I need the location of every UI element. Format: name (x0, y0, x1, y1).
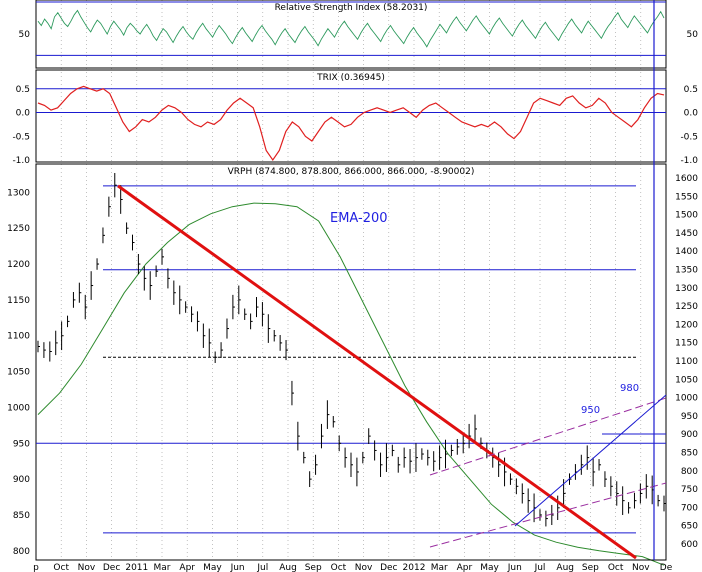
trendlines (117, 184, 667, 560)
rsi-frame (35, 0, 667, 69)
ema-200-label: EMA-200 (330, 211, 388, 226)
x-tick-label: Aug (556, 563, 574, 572)
x-tick-label: Aug (279, 563, 297, 572)
price-tick-left: 950 (13, 439, 30, 449)
price-tick-left: 1250 (7, 224, 30, 234)
price-title: VRPH (874.800, 878.800, 866.000, 866.000… (228, 167, 475, 177)
trix-series-line (37, 85, 665, 162)
price-tick-right: 600 (681, 540, 698, 550)
price-tick-right: 1500 (675, 211, 698, 221)
price-tick-left: 1150 (7, 296, 30, 306)
price-tick-right: 650 (681, 522, 698, 532)
trix-panel: TRIX (0.36945) -1.0 -1.0 -0.5 -0.5 0.0 0.0 0.5… (12, 69, 698, 166)
price-tick-right: 1300 (675, 284, 698, 294)
level-950-label: 950 (581, 405, 600, 416)
x-tick-label: Apr (179, 563, 195, 572)
channel-top-line (429, 397, 667, 476)
price-tick-right: 1350 (675, 266, 698, 276)
price-tick-left: 1100 (7, 332, 30, 342)
trix-tick-labels: -1.0 -1.0 -0.5 -0.5 0.0 0.0 0.5 0.5 (12, 85, 698, 166)
x-tick-label: Apr (457, 563, 473, 572)
price-tick-right: 1050 (675, 375, 698, 385)
channel-bottom-line (429, 482, 667, 548)
uptrend-line (514, 394, 667, 527)
x-tick-label: p (33, 563, 39, 572)
price-tick-left: 800 (13, 547, 30, 557)
x-tick-label: Oct (608, 563, 624, 572)
x-tick-label: Dec (380, 563, 397, 572)
price-tick-right: 1450 (675, 229, 698, 239)
price-left-tick-labels: 800 850 900 950 1000 1050 1100 1150 1200 1250 1300 (7, 188, 30, 556)
x-tick-label: Oct (331, 563, 347, 572)
x-tick-label: Sep (582, 563, 599, 572)
price-tick-right: 1200 (675, 320, 698, 330)
price-tick-right: 1400 (675, 247, 698, 257)
x-tick-label: Oct (53, 563, 69, 572)
price-tick-right: 1250 (675, 302, 698, 312)
price-tick-left: 1050 (7, 368, 30, 378)
price-tick-right: 1150 (675, 339, 698, 349)
rsi-reference-lines (36, 1, 666, 56)
rsi-panel: Relative Strength Index (58.2031) 50 50 (19, 0, 699, 69)
x-tick-label: Nov (355, 563, 373, 572)
price-tick-right: 1600 (675, 174, 698, 184)
price-tick-right: 1100 (675, 357, 698, 367)
trix-frame (35, 69, 667, 163)
x-tick-label: 2012 (403, 563, 426, 572)
x-tick-label: May (203, 563, 222, 572)
x-tick-label: De (660, 563, 673, 572)
rsi-series-line (37, 9, 665, 48)
x-tick-label: Jul (534, 563, 546, 572)
price-right-tick-labels: 600 650 700 750 800 850 900 950 1000 1050 1100 1150… (675, 174, 698, 550)
rsi-tick-labels: 50 50 (19, 30, 699, 40)
x-tick-label: Mar (154, 563, 171, 572)
x-tick-label: Nov (78, 563, 96, 572)
price-tick-right: 900 (681, 430, 698, 440)
price-tick-right: 800 (681, 467, 698, 477)
trix-reference-lines (36, 88, 666, 113)
x-tick-label: Jun (230, 563, 245, 572)
price-tick-right: 1550 (675, 192, 698, 202)
rsi-tick-left: 50 (19, 30, 31, 40)
x-tick-label: Dec (103, 563, 120, 572)
trix-tick-left: 0.5 (16, 85, 30, 95)
x-tick-label: Mar (431, 563, 448, 572)
trix-tick-left: -0.5 (12, 132, 30, 142)
price-tick-left: 850 (13, 511, 30, 521)
rsi-tick-right: 50 (687, 30, 699, 40)
rsi-title: Relative Strength Index (58.2031) (275, 3, 428, 13)
trix-tick-left: 0.0 (16, 109, 31, 119)
price-tick-right: 850 (681, 449, 698, 459)
trix-tick-right: 0.0 (684, 109, 699, 119)
price-tick-right: 950 (681, 412, 698, 422)
x-axis: p Oct Nov Dec 2011 Mar Apr May Jun Jul Aug Sep Oct No… (33, 559, 673, 572)
x-tick-label: Jun (507, 563, 522, 572)
level-980-label: 980 (620, 383, 639, 394)
trix-tick-right: 0.5 (684, 85, 698, 95)
x-tick-label: 2011 (125, 563, 148, 572)
price-bars (37, 172, 666, 527)
price-panel: VRPH (874.800, 878.800, 866.000, 866.000… (7, 163, 698, 566)
x-tick-label: Nov (632, 563, 650, 572)
x-tick-label: May (480, 563, 499, 572)
trix-tick-right: -0.5 (680, 132, 698, 142)
price-tick-right: 1000 (675, 394, 698, 404)
horizontal-levels (36, 185, 666, 534)
price-tick-right: 700 (681, 503, 698, 513)
trix-tick-left: -1.0 (12, 156, 30, 166)
x-tick-label: Jul (256, 563, 268, 572)
price-tick-left: 1200 (7, 260, 30, 270)
price-tick-left: 1300 (7, 188, 30, 198)
x-tick-label: Sep (305, 563, 322, 572)
price-tick-right: 750 (681, 485, 698, 495)
trix-title: TRIX (0.36945) (316, 73, 385, 83)
ema-200-line (37, 202, 665, 566)
trix-tick-right: -1.0 (680, 156, 698, 166)
x-axis-labels: p Oct Nov Dec 2011 Mar Apr May Jun Jul Aug Sep Oct No… (33, 563, 673, 572)
price-tick-left: 1000 (7, 403, 30, 413)
price-tick-left: 900 (13, 475, 30, 485)
